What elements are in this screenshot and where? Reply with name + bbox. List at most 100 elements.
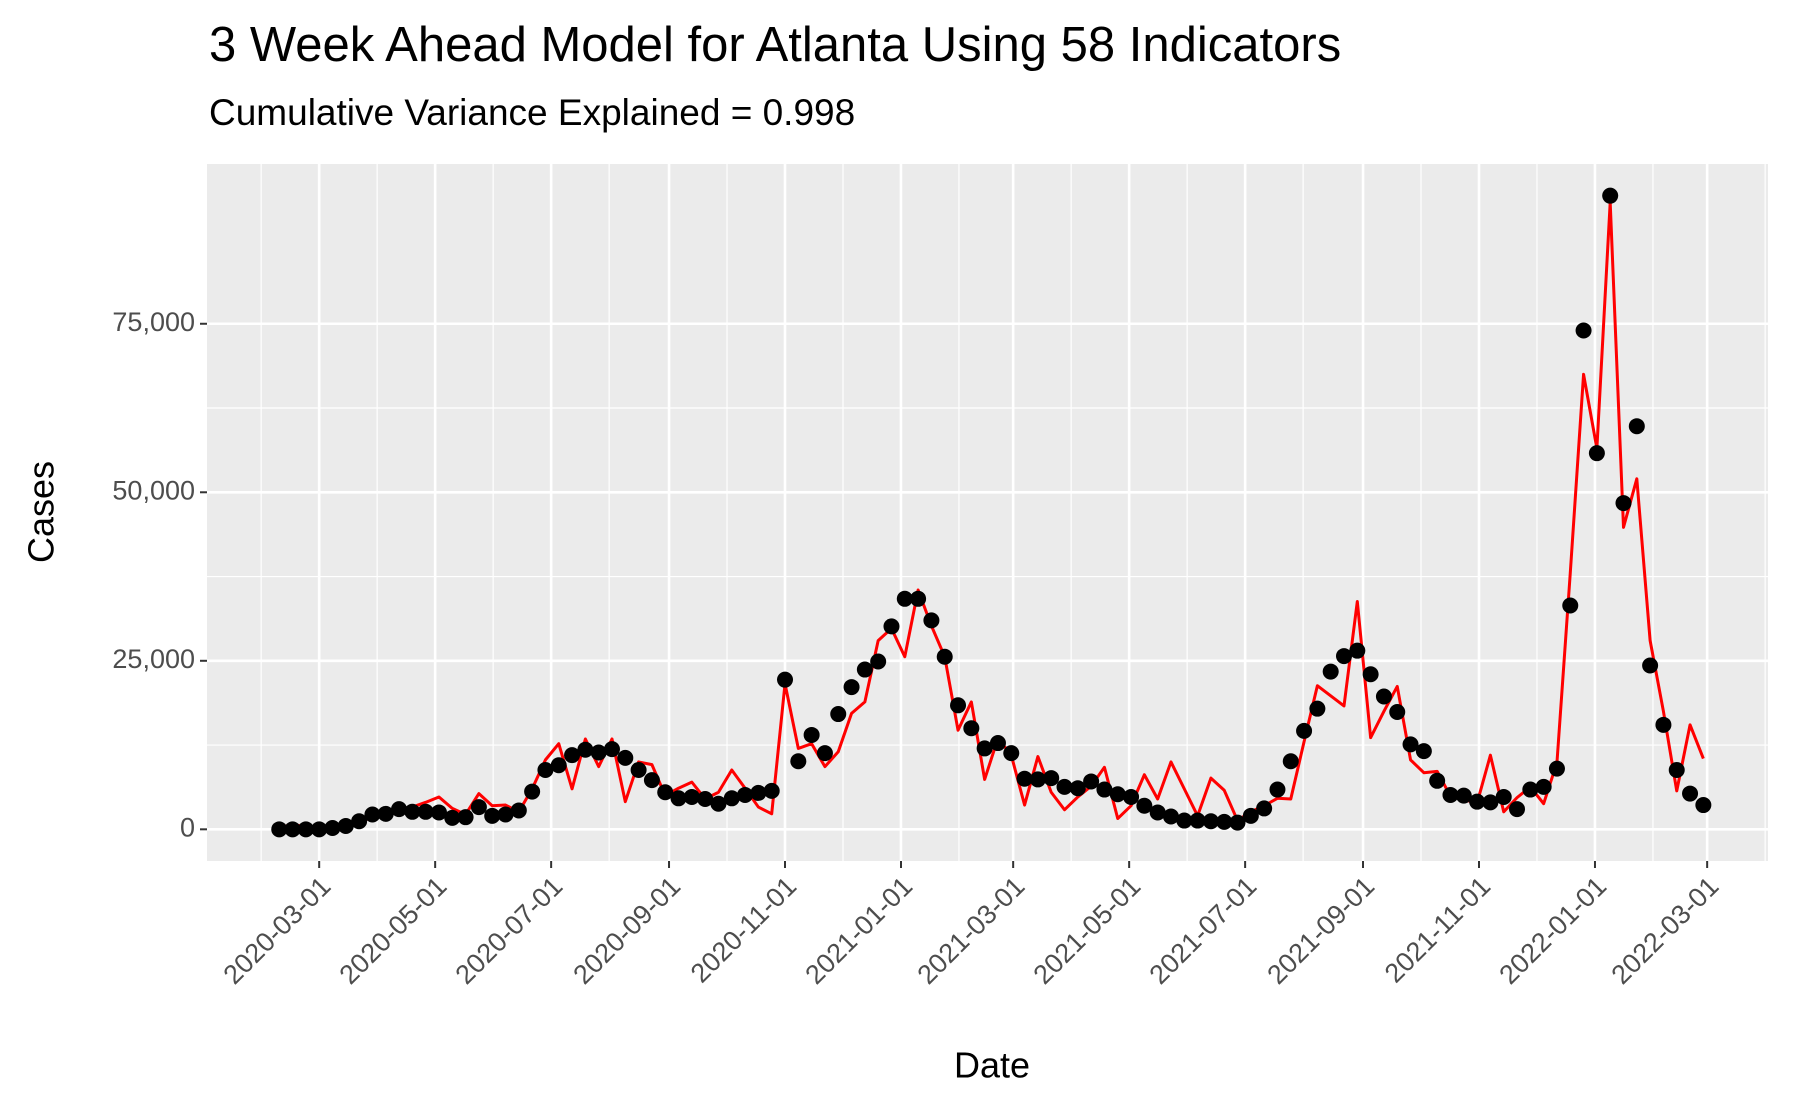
point: [1136, 797, 1153, 814]
point: [617, 749, 634, 766]
point: [763, 782, 780, 799]
point: [777, 671, 794, 688]
y-tick-label: 75,000: [112, 307, 195, 337]
point: [324, 819, 341, 836]
point: [1522, 781, 1539, 798]
point: [723, 790, 740, 807]
point: [1548, 760, 1565, 777]
x-tick-label: 2021-07-01: [1144, 871, 1263, 990]
point: [803, 726, 820, 743]
point: [1029, 771, 1046, 788]
point: [1389, 704, 1406, 721]
point: [883, 618, 900, 635]
point: [936, 648, 953, 665]
point: [1588, 445, 1605, 462]
point: [950, 697, 967, 714]
x-tick-label: 2021-03-01: [912, 871, 1031, 990]
point: [976, 740, 993, 757]
point: [1469, 793, 1486, 810]
point: [404, 803, 421, 820]
point: [524, 783, 541, 800]
point: [1069, 780, 1086, 797]
point: [444, 809, 461, 826]
x-tick-label: 2021-11-01: [1379, 871, 1496, 988]
point: [923, 612, 940, 629]
point: [1615, 495, 1632, 512]
y-axis-title: Cases: [21, 461, 62, 563]
point: [1176, 812, 1193, 829]
point: [1362, 666, 1379, 683]
point: [1575, 322, 1592, 339]
x-tick-label: 2021-09-01: [1261, 871, 1380, 990]
point: [1349, 642, 1366, 659]
point: [1668, 761, 1685, 778]
point: [1655, 716, 1672, 733]
point: [1162, 808, 1179, 825]
point: [896, 590, 913, 607]
point: [1083, 773, 1100, 790]
point: [1322, 663, 1339, 680]
point: [790, 753, 807, 770]
point: [1442, 786, 1459, 803]
point: [1535, 778, 1552, 795]
point: [284, 821, 301, 838]
point: [1602, 187, 1619, 204]
point: [537, 761, 554, 778]
point: [1109, 786, 1126, 803]
point: [737, 786, 754, 803]
y-tick-label: 0: [180, 812, 195, 842]
x-tick-label: 2021-05-01: [1028, 871, 1147, 990]
point: [657, 784, 674, 801]
x-tick-label: 2022-03-01: [1606, 871, 1725, 990]
point: [1336, 648, 1353, 665]
point: [1096, 781, 1113, 798]
point: [1242, 807, 1259, 824]
point: [1016, 770, 1033, 787]
point: [603, 741, 620, 758]
point: [1229, 814, 1246, 831]
point: [1123, 788, 1140, 805]
point: [843, 679, 860, 696]
point: [1375, 688, 1392, 705]
point: [497, 806, 514, 823]
point: [670, 790, 687, 807]
point: [391, 801, 408, 818]
point: [630, 761, 647, 778]
point: [856, 661, 873, 678]
point: [1642, 657, 1659, 674]
point: [590, 744, 607, 761]
point: [1415, 743, 1432, 760]
chart-title: 3 Week Ahead Model for Atlanta Using 58 …: [209, 18, 1341, 72]
point: [1282, 753, 1299, 770]
point: [1402, 736, 1419, 753]
point: [1682, 785, 1699, 802]
y-tick-label: 50,000: [112, 475, 195, 505]
point: [510, 802, 527, 819]
point: [311, 821, 328, 838]
point: [457, 809, 474, 826]
x-tick-label: 2020-05-01: [334, 871, 453, 990]
x-tick-label: 2020-03-01: [218, 871, 337, 990]
point: [470, 799, 487, 816]
point: [697, 790, 714, 807]
point: [1309, 700, 1326, 717]
point: [417, 803, 434, 820]
point: [1495, 788, 1512, 805]
point: [297, 821, 314, 838]
point: [1003, 745, 1020, 762]
point: [1296, 722, 1313, 739]
point: [1269, 781, 1286, 798]
point: [1509, 801, 1526, 818]
point: [1482, 794, 1499, 811]
point: [816, 745, 833, 762]
point: [1628, 418, 1645, 435]
point: [683, 788, 700, 805]
point: [1562, 597, 1579, 614]
point: [484, 807, 501, 824]
point: [1056, 778, 1073, 795]
point: [643, 772, 660, 789]
x-tick-label: 2021-01-01: [799, 871, 918, 990]
point: [337, 817, 354, 834]
point: [710, 795, 727, 812]
